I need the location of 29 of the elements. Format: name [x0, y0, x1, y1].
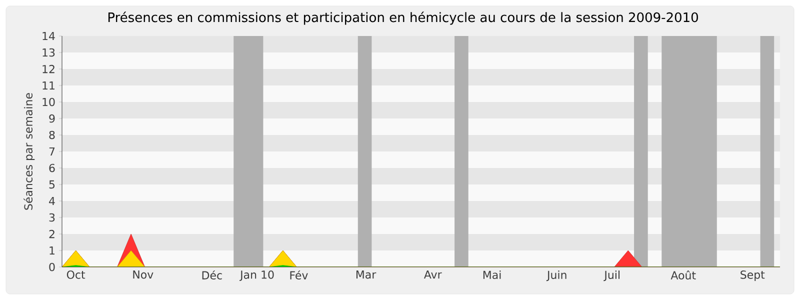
y-tick-label: 5 [49, 180, 55, 189]
y-tick-label: 0 [49, 262, 55, 272]
y-tick-label: 8 [49, 130, 55, 140]
chart-title: Présences en commissions et participation en hémicycle au cours de la session 2009-2010 [108, 12, 698, 25]
x-tick-label: Jan 10 [240, 270, 274, 281]
x-tick-label: Sept [740, 270, 765, 281]
y-tick-label: 13 [42, 48, 55, 57]
x-tick-label: Juin [546, 270, 566, 282]
x-tick-label: Juil [604, 270, 620, 282]
y-tick-label: 10 [42, 98, 55, 106]
y-tick-label: 2 [49, 230, 54, 238]
y-tick-label: 1 [50, 246, 54, 255]
y-tick-label: 7 [49, 147, 55, 156]
x-tick-label: Nov [133, 270, 154, 279]
y-tick-label: 3 [49, 213, 55, 222]
y-tick-label: 6 [49, 164, 55, 172]
x-tick-label: Mai [483, 270, 501, 280]
x-tick-label: Déc [202, 270, 222, 280]
x-tick-label: Août [670, 270, 696, 280]
y-tick-label: 9 [49, 114, 55, 123]
x-tick-label: Fév [290, 270, 308, 280]
y-tick-label: 14 [42, 32, 55, 40]
x-tick-label: Oct [66, 270, 86, 279]
x-tick-label: Mar [356, 270, 376, 279]
y-axis-title: Séances par semaine [24, 93, 35, 210]
y-tick-label: 11 [42, 81, 54, 90]
x-tick-label: Avr [424, 270, 442, 279]
y-tick-label: 12 [42, 64, 54, 74]
y-tick-label: 4 [49, 196, 55, 206]
